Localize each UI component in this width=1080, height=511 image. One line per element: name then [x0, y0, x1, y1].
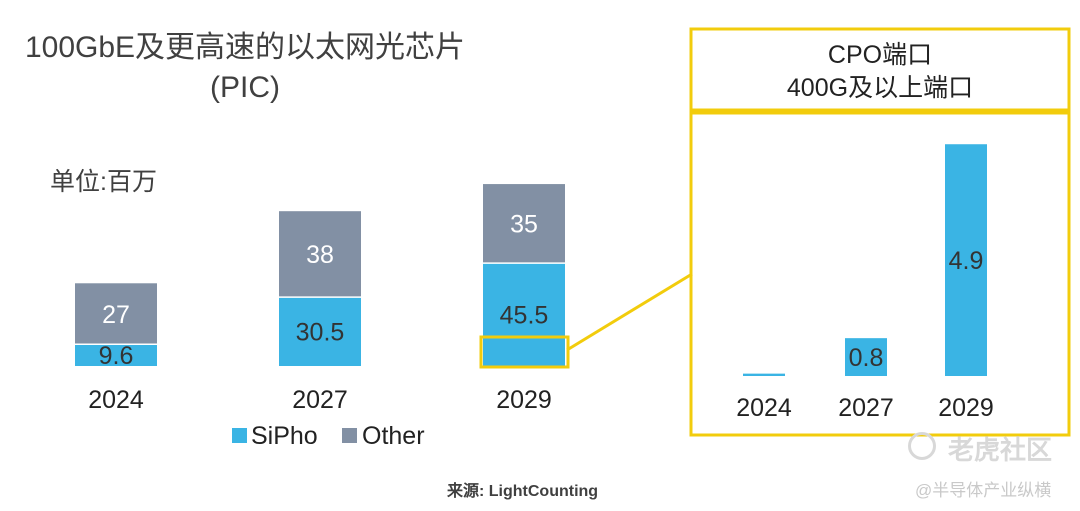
cpo-title-line2: 400G及以上端口 — [787, 74, 973, 102]
bar-other-2024 — [75, 283, 157, 345]
cpo-title-box — [689, 27, 1071, 112]
left-chart-title-line1: 100GbE及更高速的以太网光芯片 — [24, 31, 466, 64]
bar-siPho-2027 — [279, 297, 361, 366]
watermark-brand: 老虎社区 — [908, 430, 1052, 467]
data-label-other-2027: 38 — [306, 241, 334, 269]
data-label-siPho-2029: 45.5 — [500, 302, 549, 330]
legend-label-siPho: SiPho — [251, 422, 318, 450]
cpo-x-tick-label-2027: 2027 — [838, 394, 894, 422]
highlight-box — [479, 335, 570, 369]
legend-swatch-siPho — [232, 428, 247, 443]
cpo-bar-2027 — [845, 338, 887, 376]
cpo-x-tick-label-2024: 2024 — [736, 394, 792, 422]
watermark-handle: @半导体产业纵横 — [915, 481, 1052, 500]
data-label-other-2024: 27 — [102, 301, 130, 329]
left-chart-title-line2: (PIC) — [210, 71, 280, 104]
cpo-data-label-2029: 4.9 — [949, 247, 984, 275]
x-tick-label-2024: 2024 — [88, 386, 144, 414]
unit-label: 单位:百万 — [50, 168, 157, 196]
cpo-title-line1: CPO端口 — [828, 41, 932, 69]
x-tick-label-2027: 2027 — [292, 386, 348, 414]
data-label-other-2029: 35 — [510, 211, 538, 239]
data-label-siPho-2024: 9.6 — [99, 342, 134, 370]
cpo-bar-2024 — [743, 373, 785, 376]
left-chart-title: 100GbE及更高速的以太网光芯片 (PIC) — [0, 28, 490, 108]
connector-line — [566, 272, 693, 352]
bar-siPho-2024 — [75, 344, 157, 366]
legend-swatch-other — [342, 428, 357, 443]
watermark-brand-text: 老虎社区 — [948, 435, 1053, 465]
x-tick-label-2029: 2029 — [496, 386, 552, 414]
bar-other-2027 — [279, 211, 361, 298]
data-label-siPho-2027: 30.5 — [296, 319, 345, 347]
cpo-bar-2029 — [945, 144, 987, 376]
cpo-x-tick-label-2029: 2029 — [938, 394, 994, 422]
source-label: 来源: LightCounting — [447, 483, 599, 500]
cpo-chart-box — [689, 111, 1071, 437]
watermark-logo-icon — [908, 432, 936, 460]
cpo-data-label-2027: 0.8 — [849, 344, 884, 372]
legend-label-other: Other — [362, 422, 425, 450]
bar-siPho-2029 — [483, 263, 565, 366]
bar-other-2029 — [483, 184, 565, 264]
